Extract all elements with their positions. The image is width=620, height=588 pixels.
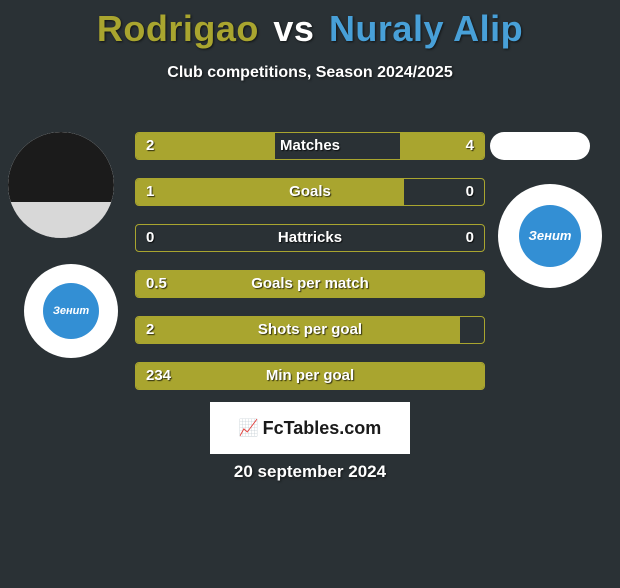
stats-container: 24Matches 10Goals 00Hattricks 0.5Goals per …	[135, 132, 485, 408]
date-text: 20 september 2024	[0, 462, 620, 482]
stat-row: 234Min per goal	[135, 362, 485, 390]
stat-label: Goals	[136, 183, 484, 200]
stat-label: Matches	[136, 137, 484, 154]
player1-club-badge: Зенит	[24, 264, 118, 358]
chart-icon: 📈	[239, 418, 259, 438]
player2-name: Nuraly Alip	[329, 8, 523, 49]
stat-row: 2Shots per goal	[135, 316, 485, 344]
stat-row: 00Hattricks	[135, 224, 485, 252]
stat-label: Min per goal	[136, 367, 484, 384]
face-placeholder	[8, 132, 114, 238]
zenit-icon: Зенит	[43, 283, 99, 339]
player1-name: Rodrigao	[97, 8, 259, 49]
brand-badge: 📈 FcTables.com	[210, 402, 410, 454]
stat-row: 10Goals	[135, 178, 485, 206]
player2-avatar	[490, 132, 590, 160]
stat-label: Shots per goal	[136, 321, 484, 338]
stat-row: 0.5Goals per match	[135, 270, 485, 298]
stat-label: Hattricks	[136, 229, 484, 246]
brand-text: FcTables.com	[263, 418, 382, 439]
stat-label: Goals per match	[136, 275, 484, 292]
subtitle: Club competitions, Season 2024/2025	[0, 64, 620, 82]
vs-text: vs	[273, 8, 314, 49]
comparison-title: Rodrigao vs Nuraly Alip	[0, 8, 620, 50]
stat-row: 24Matches	[135, 132, 485, 160]
player2-club-badge: Зенит	[498, 184, 602, 288]
zenit-icon: Зенит	[519, 205, 581, 267]
player1-avatar	[8, 132, 114, 238]
